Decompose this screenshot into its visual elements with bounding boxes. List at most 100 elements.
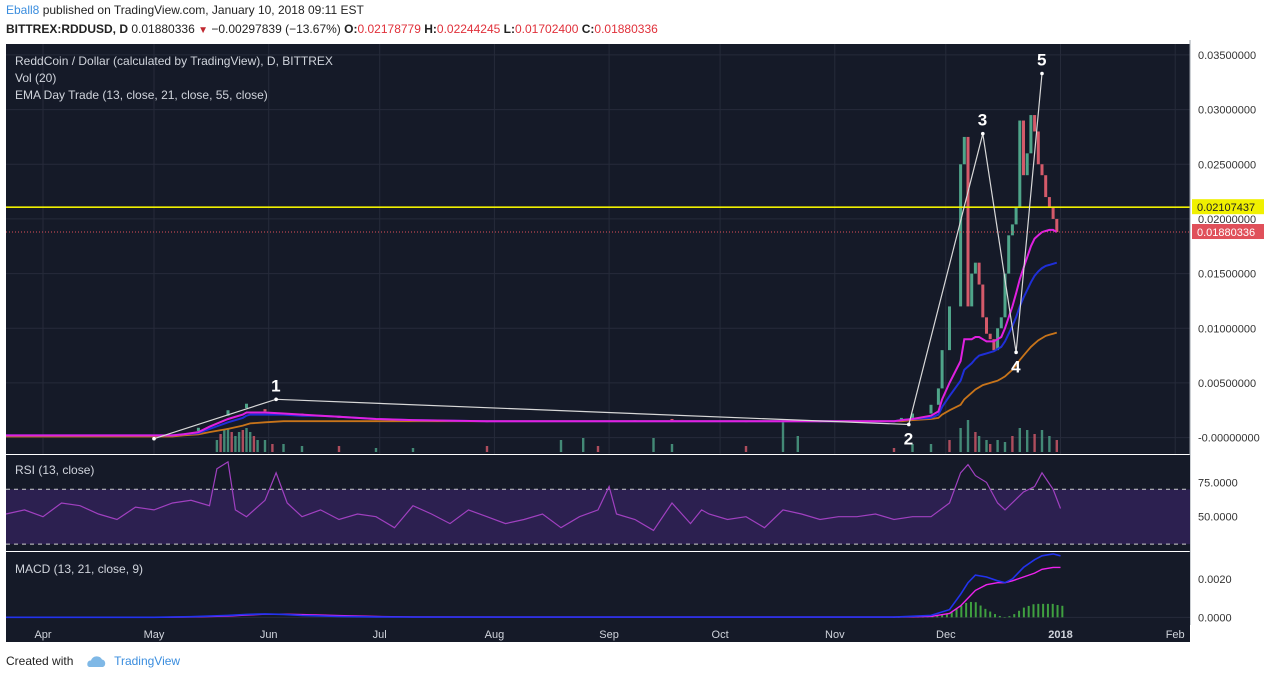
macd-hist-bar: [960, 605, 963, 618]
macd-hist-bar: [1003, 617, 1006, 618]
macd-panel-bg: [6, 552, 1190, 625]
volume-bar: [485, 446, 489, 452]
wave-point: [1014, 350, 1018, 355]
chart-title: ReddCoin / Dollar (calculated by Trading…: [15, 54, 333, 68]
candle: [1047, 197, 1051, 208]
candle: [1010, 224, 1014, 236]
time-tick-label: Nov: [825, 629, 845, 641]
wave-label: 2: [904, 429, 913, 448]
volume-bar: [948, 440, 951, 452]
macd-hist-bar: [1032, 604, 1035, 618]
wave-line: [153, 73, 1043, 440]
time-tick-label: 2018: [1048, 629, 1072, 641]
macd-hist-bar: [969, 601, 972, 618]
volume-bar: [411, 448, 415, 452]
chart-canvas[interactable]: 1 2 3 4 5 0.03500000 0.03000000 0.02500000 0.02…: [0, 40, 1271, 642]
author-link[interactable]: Eball8: [6, 3, 40, 17]
volume-bar: [1040, 430, 1044, 452]
candle: [977, 262, 981, 285]
candle: [948, 306, 951, 351]
volume-bar: [282, 444, 285, 452]
wave-point: [274, 397, 278, 402]
rsi-panel[interactable]: 75.0000 50.0000 RSI (13, close): [5, 455, 1238, 551]
volume-bar: [744, 446, 748, 452]
volume-bar: [249, 432, 252, 452]
macd-series: [6, 553, 1190, 619]
macd-hist-bar: [1022, 607, 1025, 618]
macd-hist-bar: [1042, 603, 1045, 618]
volume-bar: [1026, 430, 1029, 452]
price-tick-label: 0.02000000: [1198, 214, 1256, 226]
time-tick-label: Jul: [373, 629, 387, 641]
candle: [226, 410, 230, 416]
macd-hist-bar: [945, 613, 948, 618]
tradingview-link[interactable]: TradingView: [114, 654, 181, 668]
volume-bar: [1011, 436, 1014, 452]
open-label: O:: [344, 22, 358, 36]
rsi-tick-label: 50.0000: [1198, 512, 1238, 524]
volume-bar: [781, 420, 785, 452]
wave-label: 1: [271, 376, 280, 395]
candle: [670, 419, 674, 422]
volume-bar: [230, 432, 233, 452]
wave-point: [981, 131, 985, 136]
candle: [1040, 164, 1044, 176]
ema13-line: [6, 228, 1058, 437]
volume-bar: [215, 440, 219, 452]
price-tick-label: 0.02500000: [1198, 159, 1256, 171]
time-tick-label: Aug: [485, 629, 505, 641]
wave-point: [152, 436, 156, 441]
wave-label: 5: [1037, 51, 1046, 70]
rsi-axis[interactable]: 75.0000 50.0000: [1198, 477, 1238, 523]
macd-hist-bar: [950, 611, 953, 618]
macd-title: MACD (13, 21, close, 9): [15, 562, 143, 576]
volume-bar: [226, 428, 230, 452]
last-price: 0.01880336: [131, 22, 195, 36]
rsi-series: [5, 460, 1190, 545]
macd-panel[interactable]: 0.0020 0.0000 MACD (13, 21, close, 9): [6, 552, 1232, 625]
price-tick-label: -0.00000000: [1198, 433, 1260, 445]
price-tick-label: 0.03500000: [1198, 50, 1256, 62]
volume-bar: [237, 432, 241, 452]
resistance-price-badge: [1192, 199, 1264, 215]
macd-hist-bar: [979, 605, 982, 618]
resistance-price-label: 0.02107437: [1197, 202, 1255, 214]
rsi-line: [5, 460, 1062, 532]
candle: [911, 413, 914, 418]
price-tick-label: 0.00500000: [1198, 378, 1256, 390]
main-panel[interactable]: 1 2 3 4 5 0.03500000 0.03000000 0.02500000 0.02…: [6, 40, 1271, 625]
candle: [966, 136, 970, 307]
axis-background: [1190, 40, 1271, 625]
price-axis[interactable]: 0.03500000 0.03000000 0.02500000 0.02000000…: [1189, 40, 1271, 625]
volume-bar: [966, 420, 970, 452]
wave-pattern[interactable]: 1 2 3 4 5: [152, 51, 1046, 449]
candle: [1014, 208, 1018, 225]
macd-hist-bar: [974, 602, 977, 618]
macd-line: [6, 553, 1061, 619]
time-tick-label: Dec: [936, 629, 956, 641]
macd-hist-bar: [1061, 605, 1064, 618]
volume-bar: [245, 428, 248, 452]
candle: [981, 284, 985, 318]
candle: [985, 317, 988, 334]
macd-hist-bar: [1027, 605, 1030, 618]
publish-header: Eball8 published on TradingView.com, Jan…: [6, 3, 364, 17]
tradingview-cloud-icon: [87, 656, 105, 667]
volume-bar: [234, 436, 237, 452]
volume-bar: [652, 438, 655, 452]
candle: [1007, 235, 1011, 274]
macd-hist-bar: [1013, 614, 1016, 618]
macd-tick-label: 0.0000: [1198, 612, 1232, 624]
time-axis[interactable]: Apr May Jun Jul Aug Sep Oct Nov Dec 2018 Feb: [34, 629, 1184, 641]
candle: [1055, 218, 1059, 233]
footer: Created with TradingView: [6, 654, 180, 668]
open-value: 0.02178779: [357, 22, 421, 36]
close-value: 0.01880336: [594, 22, 658, 36]
volume-bar: [374, 448, 378, 452]
time-tick-label: Oct: [712, 629, 729, 641]
macd-axis[interactable]: 0.0020 0.0000: [1198, 574, 1232, 624]
candle: [962, 136, 966, 165]
macd-hist-bar: [1008, 616, 1011, 618]
volume-bar: [596, 446, 600, 452]
volume-bar: [1033, 434, 1036, 452]
